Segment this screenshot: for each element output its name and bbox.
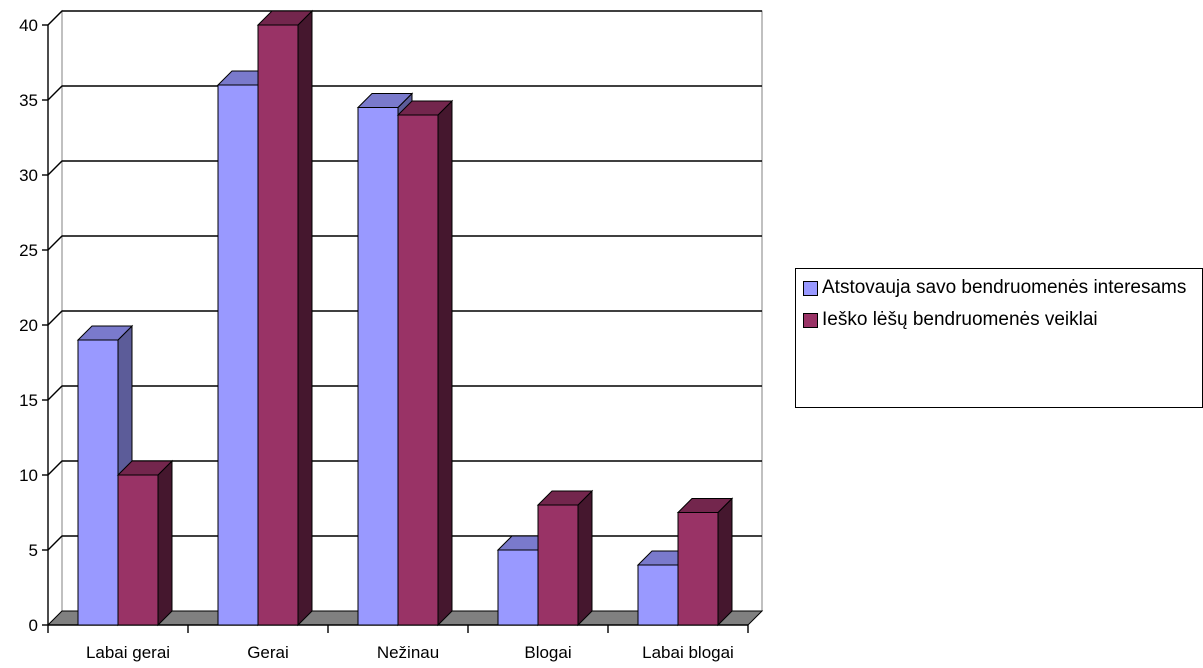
bar-front [257,24,299,626]
bar-2-1 [256,9,314,627]
bar-front [117,474,159,626]
bar-side [297,9,313,627]
bar-top [396,100,454,116]
legend-item-series-1: Atstovauja savo bendruomenės interesams [803,277,1196,299]
bar-front [677,512,719,626]
y-tick-label: 0 [29,616,38,635]
gridline-20 [47,310,762,326]
x-tick-label: Gerai [247,643,289,662]
y-tick-label: 5 [29,541,38,560]
legend-swatch-series-1 [803,281,818,296]
gridline-10 [47,460,762,476]
y-tick-label: 15 [19,391,38,410]
bar-front [357,107,399,626]
y-tick-label: 20 [19,316,38,335]
legend-item-series-2: Ieško lėšų bendruomenės veiklai [803,309,1196,331]
gridline-15 [47,385,762,401]
y-tick-label: 25 [19,241,38,260]
bar-top [676,498,734,513]
y-tick-label: 40 [19,16,38,35]
x-tick-label: Labai gerai [86,643,170,662]
bar-top [76,325,134,341]
gridline-25 [47,235,762,251]
bar-2-4 [676,497,734,627]
y-tick-label: 10 [19,466,38,485]
bar-2-2 [396,99,454,627]
y-tick-label: 35 [19,91,38,110]
bar-front [497,549,539,626]
x-tick-label: Labai blogai [642,643,734,662]
bar-front [397,114,439,626]
bar-side [577,489,593,627]
legend-label-series-2: Ieško lėšų bendruomenės veiklai [822,309,1098,330]
bar-2-0 [116,459,174,627]
bar-front [637,564,679,626]
bar-side [437,99,453,627]
x-tick-label: Nežinau [377,643,439,662]
y-tick-label: 30 [19,166,38,185]
gridline-40 [47,10,762,26]
bar-2-3 [536,489,594,627]
legend-label-series-1: Atstovauja savo bendruomenės interesams [822,277,1187,298]
legend: Atstovauja savo bendruomenės interesams … [795,268,1203,408]
bar-front [77,339,119,626]
gridline-35 [47,85,762,101]
gridline-30 [47,160,762,176]
bar-side [157,459,173,627]
bar-top [356,93,414,108]
bar-front [217,84,259,626]
x-tick-label: Blogai [524,643,571,662]
bar-side [717,497,733,627]
bar-top [116,460,174,476]
bar-front [537,504,579,626]
legend-swatch-series-2 [803,313,818,328]
bar-top [536,490,594,506]
bar-top [256,10,314,26]
